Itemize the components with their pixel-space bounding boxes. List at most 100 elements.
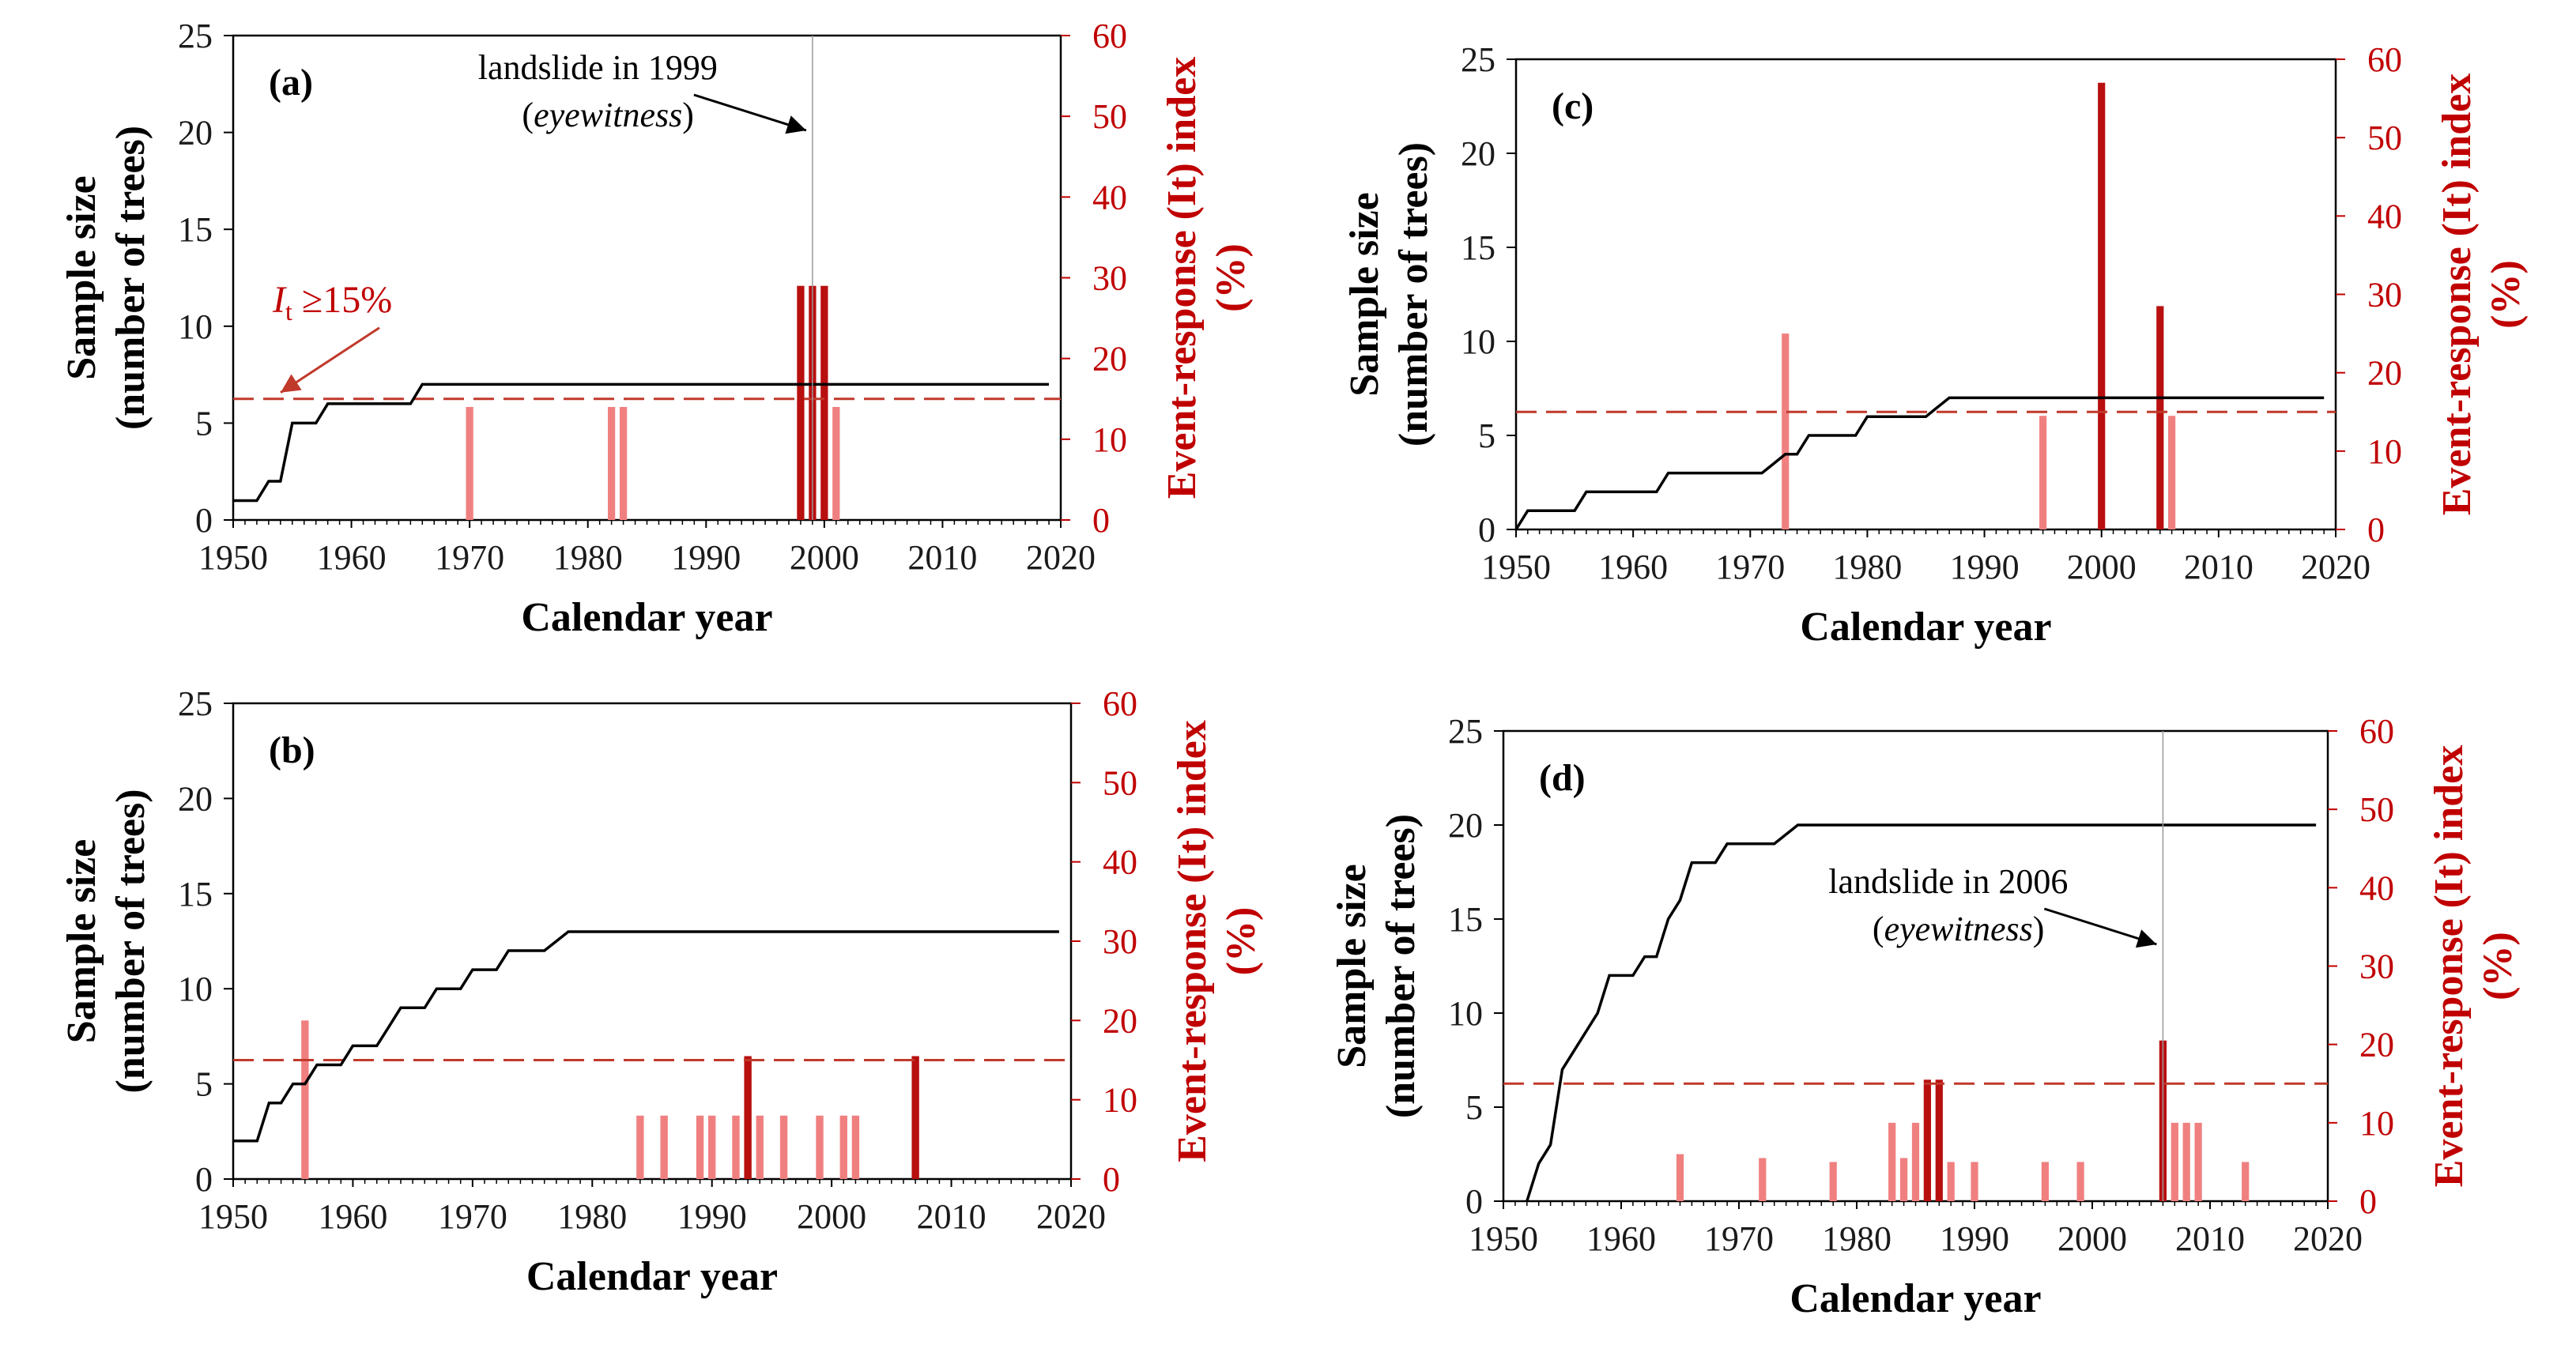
bar-light-2001: [839, 1115, 847, 1179]
y2-tick-label: 40: [1103, 843, 1137, 882]
y-tick-label: 20: [1448, 806, 1483, 845]
bar-light-1984: [1899, 1158, 1908, 1201]
y2-tick-label: 40: [2359, 868, 2394, 907]
bar-light-1978: [1829, 1162, 1837, 1201]
y2-tick-label: 0: [1103, 1160, 1120, 1199]
panel-b: 1950 1960 1970 1980 1990 2000 2010 202005101520…: [59, 684, 1264, 1299]
annotation-text: landslide in 2006: [1828, 862, 2068, 901]
y2-axis-label: (%): [2484, 260, 2529, 329]
y-tick-label: 5: [1478, 416, 1495, 455]
y2-axis-label: Event-response (It) index: [1170, 720, 1215, 1162]
bar-light-1999: [2076, 1162, 2084, 1201]
y2-tick-label: 40: [2367, 197, 2402, 235]
y-tick-label: 0: [195, 501, 213, 540]
y2-axis-label: (%): [1209, 243, 1254, 312]
panel-label: (d): [1539, 757, 1586, 799]
bar-light-2013: [2242, 1162, 2250, 1201]
y2-tick-label: 60: [2359, 712, 2394, 751]
annotation-arrow: [693, 93, 807, 132]
bar-light-1970: [466, 406, 473, 520]
bar-light-2006: [2168, 416, 2176, 529]
bar-light-1973: [1782, 333, 1790, 529]
plot-frame: [1514, 58, 2337, 531]
y-tick-label: 10: [178, 307, 213, 346]
x-tick-label: 1970: [435, 538, 504, 577]
y-tick-label: 15: [1448, 900, 1483, 939]
annotation-subtext: (eyewitness): [522, 96, 693, 134]
x-tick-label: 1990: [1940, 1219, 2009, 1258]
x-axis-label: Calendar year: [521, 595, 772, 640]
bar-light-1986: [660, 1115, 668, 1179]
x-tick-label: 1960: [318, 1197, 387, 1236]
y2-axis-label: Event-response (It) index: [2427, 745, 2472, 1187]
bar-light-1989: [696, 1115, 704, 1179]
bar-light-1965: [1676, 1154, 1684, 1201]
x-tick-label: 2020: [2293, 1219, 2363, 1258]
y2-axis-label: (%): [1219, 907, 1264, 976]
y-tick-label: 25: [1448, 712, 1483, 751]
bar-dark-2007: [911, 1056, 919, 1179]
x-axis-label: Calendar year: [1800, 605, 2051, 650]
bar-light-1972: [1759, 1158, 1767, 1201]
y2-tick-label: 0: [1092, 501, 1110, 540]
y-tick-label: 10: [1448, 994, 1483, 1033]
y2-tick-label: 60: [2367, 40, 2402, 79]
y2-tick-label: 20: [2359, 1026, 2394, 1064]
y2-tick-label: 0: [2367, 510, 2385, 549]
bar-dark-1998: [797, 285, 805, 520]
x-axis-label: Calendar year: [1790, 1276, 2041, 1321]
bar-light-1990: [1971, 1162, 1978, 1201]
x-tick-label: 2000: [2057, 1219, 2127, 1258]
arrow-head-icon: [281, 374, 302, 393]
y-tick-label: 10: [1461, 322, 1495, 361]
sample-size-line: [233, 930, 1059, 1143]
y-axis-label: Sample size: [1342, 192, 1387, 397]
y-tick-label: 5: [195, 1065, 213, 1104]
y2-tick-label: 0: [2359, 1182, 2377, 1221]
bar-light-2001: [832, 406, 840, 520]
sample-size-line: [233, 382, 1049, 503]
y-axis-label: Sample size: [59, 839, 104, 1044]
x-tick-label: 2020: [1026, 538, 1096, 577]
annotation-text: landslide in 1999: [478, 48, 718, 87]
x-tick-label: 1980: [1822, 1219, 1891, 1258]
bar-light-2009: [2194, 1122, 2202, 1201]
x-tick-label: 1950: [1469, 1219, 1538, 1258]
x-tick-label: 2000: [790, 538, 859, 577]
x-tick-label: 1980: [557, 1197, 627, 1236]
x-tick-label: 1990: [677, 1197, 747, 1236]
y-axis-label: (number of trees): [108, 126, 153, 430]
x-tick-label: 2020: [2301, 548, 2370, 586]
y-tick-label: 25: [1461, 40, 1495, 79]
bar-light-1990: [708, 1115, 716, 1179]
y-axis-label: Sample size: [1329, 864, 1375, 1068]
x-tick-label: 1990: [1950, 548, 2020, 586]
x-axis-label: Calendar year: [526, 1254, 778, 1299]
y-tick-label: 15: [178, 875, 213, 914]
threshold-arrow: [280, 326, 380, 394]
panel-a: 1950 1960 1970 1980 1990 2000 2010 202005101520…: [59, 17, 1254, 640]
y-tick-label: 15: [1461, 228, 1495, 267]
x-tick-label: 1950: [198, 1197, 268, 1236]
panel-label: (a): [269, 62, 313, 104]
y2-axis-label: Event-response (It) index: [1160, 57, 1205, 499]
y2-tick-label: 10: [1092, 420, 1127, 459]
y2-tick-label: 30: [1103, 922, 1137, 961]
y-tick-label: 15: [178, 210, 213, 249]
y-axis-label: Sample size: [59, 175, 104, 380]
y2-tick-label: 20: [1103, 1001, 1137, 1040]
x-tick-label: 1960: [1598, 548, 1668, 586]
x-tick-label: 1950: [198, 538, 268, 577]
y2-tick-label: 10: [2367, 432, 2402, 471]
x-tick-label: 1960: [1586, 1219, 1656, 1258]
annotation-eyewitness: eyewitness: [534, 96, 682, 134]
bar-dark-1986: [1923, 1079, 1932, 1201]
bar-light-1983: [1888, 1122, 1896, 1201]
x-tick-label: 1970: [438, 1197, 507, 1236]
y2-tick-label: 60: [1092, 17, 1127, 55]
x-tick-label: 1970: [1704, 1219, 1774, 1258]
y2-tick-label: 40: [1092, 178, 1127, 217]
y2-tick-label: 50: [2367, 119, 2402, 157]
x-tick-label: 2010: [917, 1197, 986, 1236]
y2-tick-label: 60: [1103, 684, 1137, 723]
